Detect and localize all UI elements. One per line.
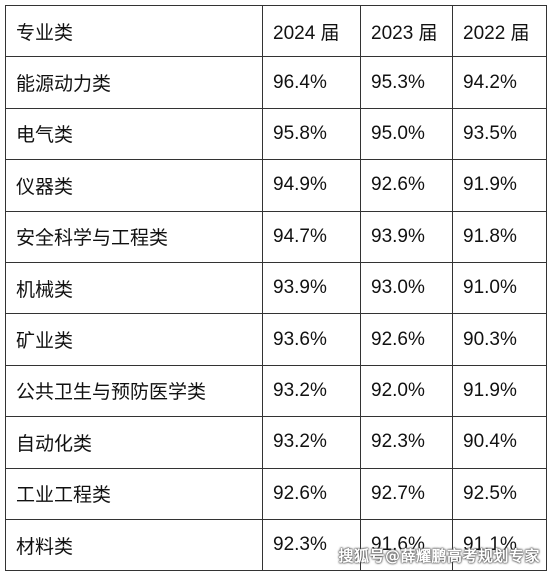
header-cell-2023: 2023 届 xyxy=(360,4,453,58)
header-cell-major: 专业类 xyxy=(5,4,263,58)
table-row: 矿业类 93.6% 92.6% 90.3% xyxy=(5,313,547,366)
rate-2022-cell: 92.5% xyxy=(452,467,547,520)
table-row: 公共卫生与预防医学类 93.2% 92.0% 91.9% xyxy=(5,364,547,418)
table-header-row: 专业类 2024 届 2023 届 2022 届 xyxy=(5,4,547,58)
major-name-cell: 自动化类 xyxy=(5,416,263,469)
table-row: 安全科学与工程类 94.7% 93.9% 91.8% xyxy=(5,210,547,263)
header-cell-2022: 2022 届 xyxy=(452,4,547,58)
rate-2022-cell: 91.9% xyxy=(452,159,547,212)
table-row: 仪器类 94.9% 92.6% 91.9% xyxy=(5,159,547,212)
employment-rate-table: 专业类 2024 届 2023 届 2022 届 能源动力类 96.4% 95.… xyxy=(5,4,547,572)
major-name-cell: 能源动力类 xyxy=(5,56,263,109)
data-table-container: 专业类 2024 届 2023 届 2022 届 能源动力类 96.4% 95.… xyxy=(5,4,547,572)
major-name-cell: 电气类 xyxy=(5,107,263,161)
rate-2024-cell: 93.2% xyxy=(262,364,361,418)
major-name-cell: 公共卫生与预防医学类 xyxy=(5,364,263,418)
rate-2023-cell: 93.0% xyxy=(360,261,453,315)
table-row: 自动化类 93.2% 92.3% 90.4% xyxy=(5,416,547,469)
rate-2023-cell: 95.0% xyxy=(360,107,453,161)
rate-2023-cell: 92.3% xyxy=(360,416,453,469)
rate-2022-cell: 90.4% xyxy=(452,416,547,469)
rate-2024-cell: 92.6% xyxy=(262,467,361,520)
header-cell-2024: 2024 届 xyxy=(262,4,361,58)
major-name-cell: 材料类 xyxy=(5,518,263,572)
rate-2022-cell: 91.9% xyxy=(452,364,547,418)
table-row: 材料类 92.3% 91.6% 91.1% xyxy=(5,518,547,572)
rate-2022-cell: 91.0% xyxy=(452,261,547,315)
table-row: 机械类 93.9% 93.0% 91.0% xyxy=(5,261,547,315)
rate-2022-cell: 91.1% xyxy=(452,518,547,572)
table-row: 工业工程类 92.6% 92.7% 92.5% xyxy=(5,467,547,520)
rate-2023-cell: 93.9% xyxy=(360,210,453,263)
rate-2022-cell: 90.3% xyxy=(452,313,547,366)
rate-2023-cell: 92.6% xyxy=(360,313,453,366)
rate-2022-cell: 91.8% xyxy=(452,210,547,263)
rate-2024-cell: 93.9% xyxy=(262,261,361,315)
rate-2024-cell: 93.2% xyxy=(262,416,361,469)
rate-2024-cell: 93.6% xyxy=(262,313,361,366)
rate-2023-cell: 92.0% xyxy=(360,364,453,418)
rate-2024-cell: 94.9% xyxy=(262,159,361,212)
table-row: 电气类 95.8% 95.0% 93.5% xyxy=(5,107,547,161)
rate-2024-cell: 95.8% xyxy=(262,107,361,161)
rate-2023-cell: 95.3% xyxy=(360,56,453,109)
source-watermark: 搜狐号@薛耀鹏高考规划专家 xyxy=(338,547,540,565)
rate-2024-cell: 96.4% xyxy=(262,56,361,109)
major-name-cell: 安全科学与工程类 xyxy=(5,210,263,263)
rate-2023-cell: 92.6% xyxy=(360,159,453,212)
major-name-cell: 工业工程类 xyxy=(5,467,263,520)
major-name-cell: 机械类 xyxy=(5,261,263,315)
rate-2022-cell: 93.5% xyxy=(452,107,547,161)
major-name-cell: 仪器类 xyxy=(5,159,263,212)
rate-2022-cell: 94.2% xyxy=(452,56,547,109)
major-name-cell: 矿业类 xyxy=(5,313,263,366)
rate-2024-cell: 94.7% xyxy=(262,210,361,263)
table-row: 能源动力类 96.4% 95.3% 94.2% xyxy=(5,56,547,109)
rate-2023-cell: 92.7% xyxy=(360,467,453,520)
rate-2024-cell: 92.3% xyxy=(262,518,361,572)
